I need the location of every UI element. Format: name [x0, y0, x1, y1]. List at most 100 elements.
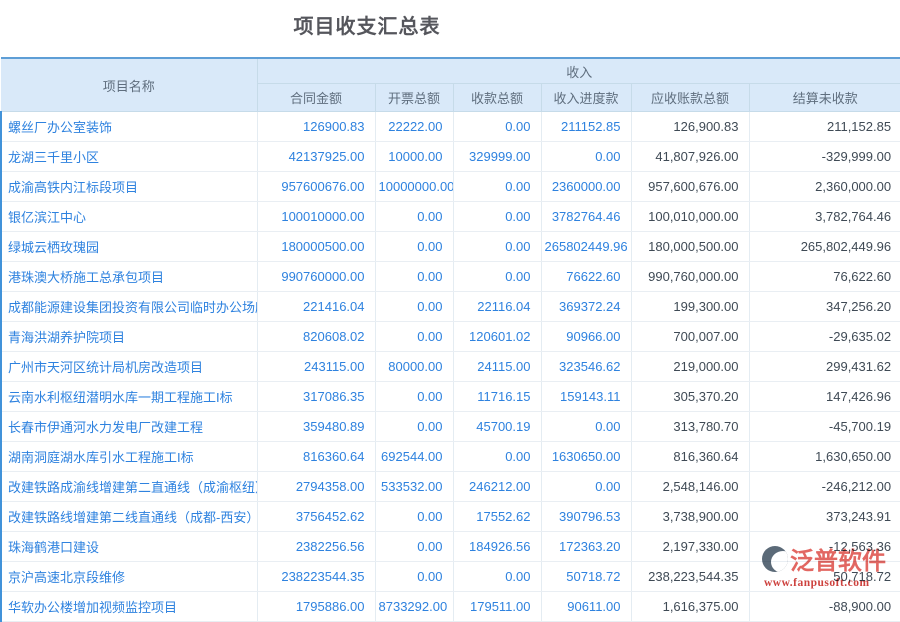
project-name-link[interactable]: 京沪高速北京段维修: [0, 561, 257, 592]
cell-contract-amount[interactable]: 990760000.00: [256, 261, 375, 292]
cell-invoice-total[interactable]: 10000.00: [374, 141, 453, 172]
watermark-brand-row: 泛普软件: [762, 541, 900, 576]
cell-invoice-total[interactable]: 0.00: [374, 531, 453, 562]
col-header-receivable-total: 应收账款总额: [630, 83, 749, 112]
cell-invoice-total[interactable]: 0.00: [374, 561, 453, 592]
project-name-link[interactable]: 龙湖三千里小区: [0, 141, 257, 172]
cell-progress-payment[interactable]: 159143.11: [540, 381, 631, 412]
table-subheader-row: 合同金额 开票总额 收款总额 收入进度款 应收账款总额 结算未收款: [1, 83, 900, 112]
cell-progress-payment[interactable]: 90611.00: [540, 591, 631, 622]
cell-receivable-total: 2,197,330.00: [630, 531, 749, 562]
cell-progress-payment[interactable]: 390796.53: [540, 501, 631, 532]
cell-progress-payment[interactable]: 2360000.00: [540, 171, 631, 202]
cell-contract-amount[interactable]: 1795886.00: [256, 591, 375, 622]
cell-received-total[interactable]: 22116.04: [452, 291, 541, 322]
project-name-link[interactable]: 青海洪湖养护院项目: [0, 321, 257, 352]
cell-progress-payment[interactable]: 50718.72: [540, 561, 631, 592]
cell-contract-amount[interactable]: 957600676.00: [256, 171, 375, 202]
cell-received-total[interactable]: 179511.00: [452, 591, 541, 622]
cell-progress-payment[interactable]: 323546.62: [540, 351, 631, 382]
cell-invoice-total[interactable]: 0.00: [374, 501, 453, 532]
cell-received-total[interactable]: 24115.00: [452, 351, 541, 382]
cell-received-total[interactable]: 17552.62: [452, 501, 541, 532]
watermark: 泛普软件 www.fanpusoft.com: [762, 541, 900, 589]
cell-invoice-total[interactable]: 0.00: [374, 261, 453, 292]
project-name-link[interactable]: 螺丝厂办公室装饰: [0, 111, 257, 142]
cell-contract-amount[interactable]: 243115.00: [256, 351, 375, 382]
table-row: 湖南洞庭湖水库引水工程施工I标 816360.64 692544.00 0.00 163…: [0, 441, 900, 472]
cell-invoice-total[interactable]: 0.00: [374, 321, 453, 352]
project-name-link[interactable]: 长春市伊通河水力发电厂改建工程: [0, 411, 257, 442]
cell-received-total[interactable]: 0.00: [452, 561, 541, 592]
project-name-link[interactable]: 湖南洞庭湖水库引水工程施工I标: [0, 441, 257, 472]
watermark-brand-text: 泛普软件: [790, 548, 886, 575]
cell-progress-payment[interactable]: 0.00: [540, 141, 631, 172]
project-name-link[interactable]: 成渝高铁内江标段项目: [0, 171, 257, 202]
cell-progress-payment[interactable]: 1630650.00: [540, 441, 631, 472]
cell-invoice-total[interactable]: 692544.00: [374, 441, 453, 472]
table-row: 改建铁路成渝线增建第二直通线（成渝枢纽） 2794358.00 533532.00 2…: [0, 471, 900, 502]
cell-received-total[interactable]: 45700.19: [452, 411, 541, 442]
cell-contract-amount[interactable]: 3756452.62: [256, 501, 375, 532]
cell-received-total[interactable]: 0.00: [452, 111, 541, 142]
cell-progress-payment[interactable]: 0.00: [540, 411, 631, 442]
cell-received-total[interactable]: 120601.02: [452, 321, 541, 352]
cell-progress-payment[interactable]: 265802449.96: [540, 231, 631, 262]
cell-received-total[interactable]: 0.00: [452, 261, 541, 292]
cell-contract-amount[interactable]: 2794358.00: [256, 471, 375, 502]
project-name-link[interactable]: 改建铁路线增建第二线直通线（成都-西安）: [0, 501, 257, 532]
cell-invoice-total[interactable]: 0.00: [374, 201, 453, 232]
project-name-link[interactable]: 珠海鹤港口建设: [0, 531, 257, 562]
cell-contract-amount[interactable]: 317086.35: [256, 381, 375, 412]
project-name-link[interactable]: 成都能源建设集团投资有限公司临时办公场所: [0, 291, 257, 322]
cell-contract-amount[interactable]: 180000500.00: [256, 231, 375, 262]
cell-received-total[interactable]: 329999.00: [452, 141, 541, 172]
cell-progress-payment[interactable]: 172363.20: [540, 531, 631, 562]
project-name-link[interactable]: 广州市天河区统计局机房改造项目: [0, 351, 257, 382]
cell-contract-amount[interactable]: 42137925.00: [256, 141, 375, 172]
cell-contract-amount[interactable]: 221416.04: [256, 291, 375, 322]
cell-invoice-total[interactable]: 0.00: [374, 381, 453, 412]
cell-received-total[interactable]: 246212.00: [452, 471, 541, 502]
project-name-link[interactable]: 银亿滨江中心: [0, 201, 257, 232]
project-name-link[interactable]: 绿城云栖玫瑰园: [0, 231, 257, 262]
cell-contract-amount[interactable]: 100010000.00: [256, 201, 375, 232]
cell-contract-amount[interactable]: 816360.64: [256, 441, 375, 472]
fanpu-logo-icon: [762, 545, 788, 572]
project-name-link[interactable]: 改建铁路成渝线增建第二直通线（成渝枢纽）: [0, 471, 257, 502]
cell-progress-payment[interactable]: 0.00: [540, 471, 631, 502]
cell-received-total[interactable]: 0.00: [452, 231, 541, 262]
cell-invoice-total[interactable]: 533532.00: [374, 471, 453, 502]
cell-contract-amount[interactable]: 238223544.35: [256, 561, 375, 592]
cell-progress-payment[interactable]: 369372.24: [540, 291, 631, 322]
cell-invoice-total[interactable]: 10000000.00: [374, 171, 453, 202]
cell-receivable-total: 3,738,900.00: [630, 501, 749, 532]
cell-invoice-total[interactable]: 80000.00: [374, 351, 453, 382]
cell-contract-amount[interactable]: 126900.83: [256, 111, 375, 142]
cell-received-total[interactable]: 0.00: [452, 201, 541, 232]
project-name-link[interactable]: 港珠澳大桥施工总承包项目: [0, 261, 257, 292]
cell-invoice-total[interactable]: 22222.00: [374, 111, 453, 142]
cell-progress-payment[interactable]: 76622.60: [540, 261, 631, 292]
cell-invoice-total[interactable]: 0.00: [374, 231, 453, 262]
cell-received-total[interactable]: 0.00: [452, 441, 541, 472]
table-row: 华软办公楼增加视频监控项目 1795886.00 8733292.00 179511.…: [0, 591, 900, 622]
col-group-header-income: 收入: [256, 58, 900, 84]
cell-invoice-total[interactable]: 0.00: [374, 411, 453, 442]
project-name-link[interactable]: 云南水利枢纽潜明水库一期工程施工I标: [0, 381, 257, 412]
cell-contract-amount[interactable]: 359480.89: [256, 411, 375, 442]
cell-invoice-total[interactable]: 0.00: [374, 291, 453, 322]
cell-unsettled-balance: 147,426.96: [748, 381, 900, 412]
project-name-link[interactable]: 华软办公楼增加视频监控项目: [0, 591, 257, 622]
cell-progress-payment[interactable]: 90966.00: [540, 321, 631, 352]
cell-received-total[interactable]: 11716.15: [452, 381, 541, 412]
cell-progress-payment[interactable]: 3782764.46: [540, 201, 631, 232]
cell-contract-amount[interactable]: 2382256.56: [256, 531, 375, 562]
cell-unsettled-balance: 76,622.60: [748, 261, 900, 292]
cell-received-total[interactable]: 0.00: [452, 171, 541, 202]
cell-progress-payment[interactable]: 211152.85: [540, 111, 631, 142]
cell-contract-amount[interactable]: 820608.02: [256, 321, 375, 352]
income-summary-table: 项目名称 收入 合同金额 开票总额 收款总额 收入进度款 应收账款总额 结算未收款 螺丝厂…: [0, 57, 900, 622]
cell-invoice-total[interactable]: 8733292.00: [374, 591, 453, 622]
cell-received-total[interactable]: 184926.56: [452, 531, 541, 562]
